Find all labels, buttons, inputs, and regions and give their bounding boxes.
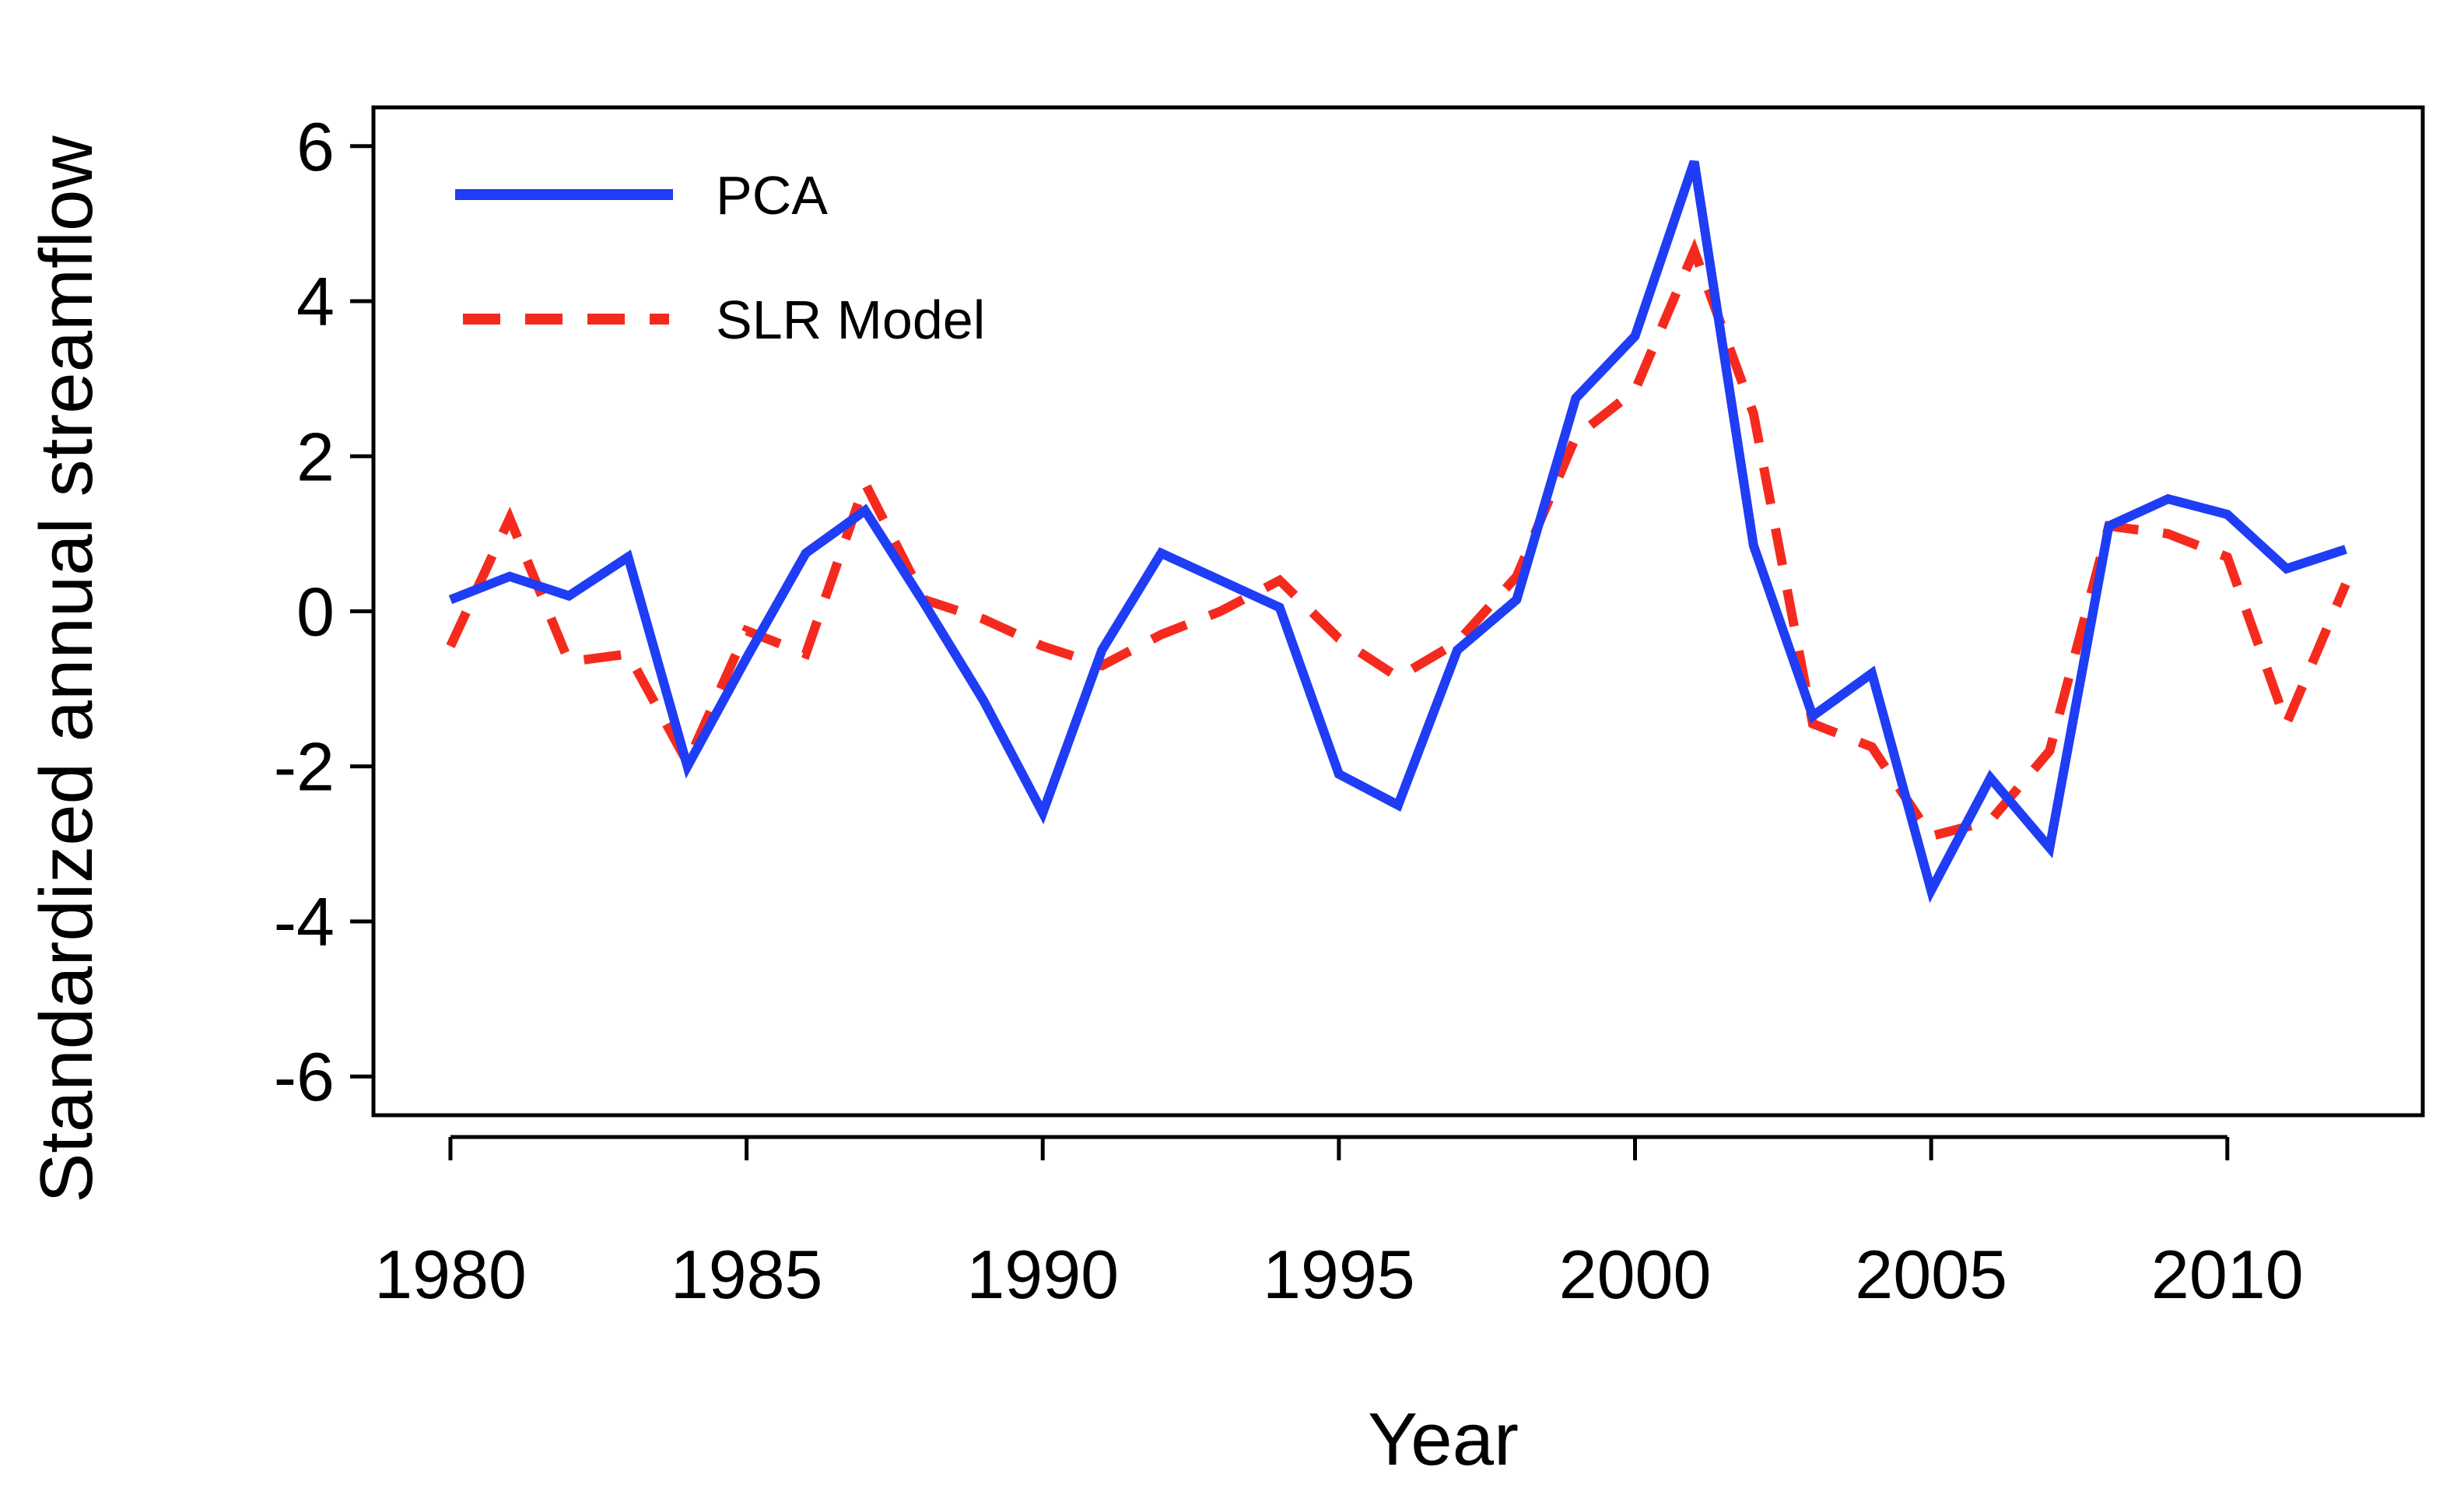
data-point-slr-model bbox=[2045, 746, 2054, 756]
data-point-pca bbox=[2341, 545, 2350, 554]
data-point-pca bbox=[2045, 843, 2054, 852]
data-point-slr-model bbox=[1275, 576, 1285, 585]
data-point-pca bbox=[623, 553, 633, 562]
y-axis: 6 4 2 0 -2 -4 -6 bbox=[274, 108, 373, 1115]
x-tick-label: 1980 bbox=[374, 1236, 527, 1313]
data-point-slr-model bbox=[979, 614, 988, 623]
data-point-slr-model bbox=[1690, 246, 1699, 255]
data-point-slr-model bbox=[1216, 607, 1225, 616]
data-point-pca bbox=[1926, 886, 1936, 895]
data-point-pca bbox=[446, 595, 455, 605]
series-line-pca bbox=[448, 160, 2347, 904]
data-point-pca bbox=[2223, 510, 2232, 519]
data-point-slr-model bbox=[1334, 633, 1344, 643]
data-point-slr-model bbox=[1038, 641, 1047, 651]
data-point-pca bbox=[682, 762, 692, 771]
x-tick-label: 2000 bbox=[1559, 1236, 1712, 1313]
data-point-pca bbox=[2282, 564, 2291, 574]
series-layer bbox=[446, 157, 2350, 904]
data-point-slr-model bbox=[446, 641, 455, 651]
data-point-pca bbox=[920, 599, 929, 609]
data-point-slr-model bbox=[1156, 630, 1165, 639]
data-point-slr-model bbox=[1926, 831, 1936, 840]
data-point-pca bbox=[1453, 645, 1462, 655]
data-point-pca bbox=[860, 506, 870, 515]
x-tick-label: 1995 bbox=[1263, 1236, 1415, 1313]
data-point-slr-model bbox=[623, 649, 633, 658]
data-point-slr-model bbox=[742, 626, 752, 635]
data-point-slr-model bbox=[860, 479, 870, 488]
y-tick-label: 4 bbox=[296, 263, 335, 340]
data-point-slr-model bbox=[801, 649, 811, 658]
data-point-pca bbox=[1631, 332, 1640, 341]
data-point-slr-model bbox=[2223, 553, 2232, 562]
x-tick-label: 2010 bbox=[2151, 1236, 2304, 1313]
data-point-pca bbox=[1512, 595, 1521, 605]
data-point-slr-model bbox=[2341, 580, 2350, 589]
data-point-slr-model bbox=[1631, 386, 1640, 395]
data-point-slr-model bbox=[1749, 409, 1758, 418]
x-axis-title: Year bbox=[1368, 1398, 1519, 1481]
data-point-pca bbox=[1867, 669, 1877, 678]
x-axis: 1980 1985 1990 1995 2000 2005 2010 bbox=[374, 1135, 2304, 1313]
data-point-pca bbox=[1334, 770, 1344, 779]
data-point-pca bbox=[1690, 157, 1699, 167]
y-tick-label: 0 bbox=[296, 574, 335, 651]
legend: PCA SLR Model bbox=[455, 165, 985, 350]
series-line-slr-model bbox=[446, 237, 2350, 842]
data-point-slr-model bbox=[2282, 719, 2291, 728]
data-point-slr-model bbox=[505, 514, 514, 523]
data-point-pca bbox=[1986, 774, 1995, 783]
data-point-pca bbox=[505, 572, 514, 581]
data-point-pca bbox=[1275, 603, 1285, 612]
x-tick-label: 1990 bbox=[966, 1236, 1119, 1313]
data-point-pca bbox=[1216, 576, 1225, 585]
data-point-pca bbox=[1038, 809, 1047, 818]
data-point-pca bbox=[1393, 801, 1403, 810]
series-slr-model bbox=[446, 237, 2350, 842]
data-point-pca bbox=[2105, 521, 2114, 531]
data-point-pca bbox=[1156, 549, 1165, 558]
data-point-slr-model bbox=[1393, 672, 1403, 682]
data-point-pca bbox=[742, 653, 752, 662]
y-tick-label: 6 bbox=[296, 108, 335, 185]
data-point-slr-model bbox=[1571, 432, 1580, 441]
y-axis-title: Standardized annual streamflow bbox=[25, 135, 108, 1203]
y-tick-label: 2 bbox=[296, 418, 335, 495]
x-tick-label: 2005 bbox=[1855, 1236, 2007, 1313]
data-point-slr-model bbox=[564, 657, 573, 666]
data-point-slr-model bbox=[1986, 816, 1995, 825]
series-pca bbox=[446, 157, 2350, 904]
data-point-slr-model bbox=[1867, 742, 1877, 752]
data-point-pca bbox=[564, 591, 573, 601]
y-tick-label: -2 bbox=[274, 728, 335, 805]
data-point-pca bbox=[801, 549, 811, 558]
x-tick-label: 1985 bbox=[671, 1236, 823, 1313]
legend-label-slr-model: SLR Model bbox=[716, 290, 985, 350]
data-point-pca bbox=[979, 696, 988, 705]
data-point-pca bbox=[1749, 541, 1758, 550]
data-point-slr-model bbox=[2164, 529, 2173, 539]
data-point-pca bbox=[1097, 645, 1106, 655]
plot-frame bbox=[371, 105, 2425, 1118]
data-point-pca bbox=[2164, 494, 2173, 504]
y-tick-label: -4 bbox=[274, 883, 335, 960]
data-point-pca bbox=[1808, 711, 1817, 721]
y-tick-label: -6 bbox=[274, 1038, 335, 1115]
legend-label-pca: PCA bbox=[716, 165, 828, 226]
data-point-pca bbox=[1571, 394, 1580, 403]
